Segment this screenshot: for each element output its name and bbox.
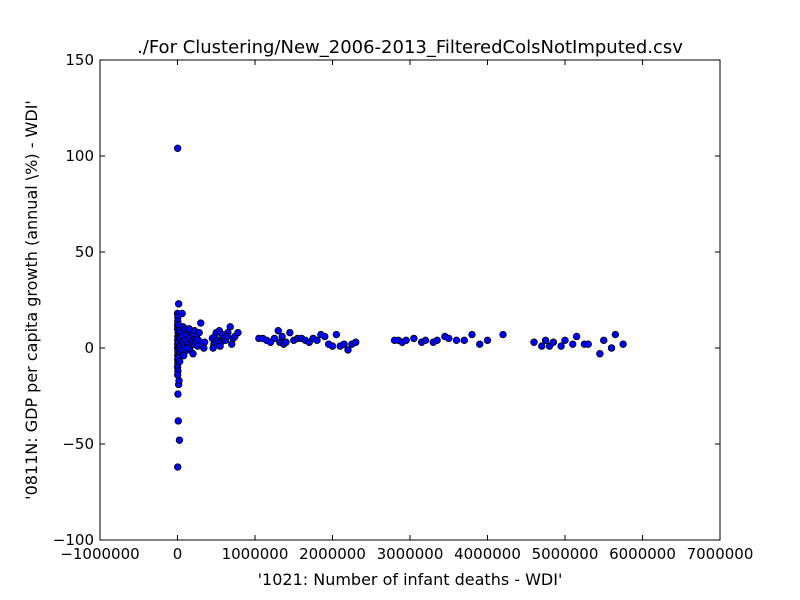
scatter-point [174,390,182,398]
scatter-point [282,338,290,346]
scatter-point [321,332,329,341]
scatter-point [541,336,550,345]
scatter-point [569,340,577,348]
scatter-point [460,336,468,345]
scatter-point [445,334,453,343]
scatter-point [530,338,538,346]
x-tick-label: −1000000 [60,545,139,563]
scatter-point [352,338,360,346]
scatter-point [175,436,184,444]
scatter-point [538,342,546,350]
scatter-point [313,336,321,345]
scatter-point [483,336,492,345]
scatter-point [402,336,410,345]
scatter-point [195,328,203,337]
scatter-point [185,325,193,333]
scatter-point [433,336,441,345]
y-axis: −100 −50 0 50 100 150 [53,51,720,549]
scatter-point [499,330,507,339]
scatter-point [173,371,182,379]
x-tick-label: 0 [173,545,183,563]
scatter-point [197,319,205,327]
scatter-point [452,336,461,345]
scatter-point [561,336,569,345]
y-tick-label: 0 [84,339,94,357]
y-tick-label: −100 [53,531,94,549]
scatter-point [410,334,418,343]
scatter-point [557,342,565,350]
scatter-point [173,144,182,153]
x-tick-label: 1000000 [222,545,289,563]
scatter-point [549,338,558,346]
scatter-point [178,309,186,318]
x-axis-label: '1021: Number of infant deaths - WDI' [258,570,563,589]
scatter-point [174,463,182,471]
scatter-point [332,330,341,339]
y-tick-label: −50 [62,435,94,453]
scatter-point [274,327,282,335]
x-tick-label: 5000000 [532,545,599,563]
scatter-point [200,338,209,346]
scatter-point [607,344,616,352]
scatter-point [223,332,231,341]
scatter-point [226,323,234,331]
scatter-point [209,344,217,352]
scatter-point [179,351,188,360]
scatter-point [344,346,352,354]
scatter-point [421,336,430,345]
scatter-point [278,332,286,341]
scatter-point [183,344,191,352]
scatter-point [270,334,279,343]
x-tick-label: 3000000 [377,545,444,563]
scatter-point [611,330,620,339]
scatter-point [286,328,294,337]
points-layer [173,144,627,471]
x-tick-label: 4000000 [454,545,521,563]
scatter-point [189,350,197,358]
scatter-point [174,300,183,308]
scatter-point [584,340,592,348]
y-tick-label: 50 [75,243,94,261]
plot-area-background [100,60,720,540]
x-axis: −1000000 0 1000000 2000000 3000000 4000000 500… [60,60,753,563]
scatter-point [572,332,581,341]
scatter-point [216,342,224,350]
y-tick-label: 100 [65,147,94,165]
scatter-point [476,340,484,348]
scatter-point [619,340,627,348]
x-tick-label: 6000000 [609,545,676,563]
scatter-point [174,417,182,425]
scatter-point [175,357,184,366]
y-axis-label: '0811N: GDP per capita growth (annual \%… [22,100,41,500]
scatter-point [596,350,604,358]
scatter-point [340,340,348,348]
scatter-point [234,328,242,337]
scatter-point [328,342,337,350]
x-tick-label: 2000000 [299,545,366,563]
chart-title: ./For Clustering/New_2006-2013_FilteredC… [137,37,683,58]
scatter-point [600,336,608,345]
y-tick-label: 150 [65,51,94,69]
scatter-point [468,330,476,339]
x-tick-label: 7000000 [687,545,754,563]
